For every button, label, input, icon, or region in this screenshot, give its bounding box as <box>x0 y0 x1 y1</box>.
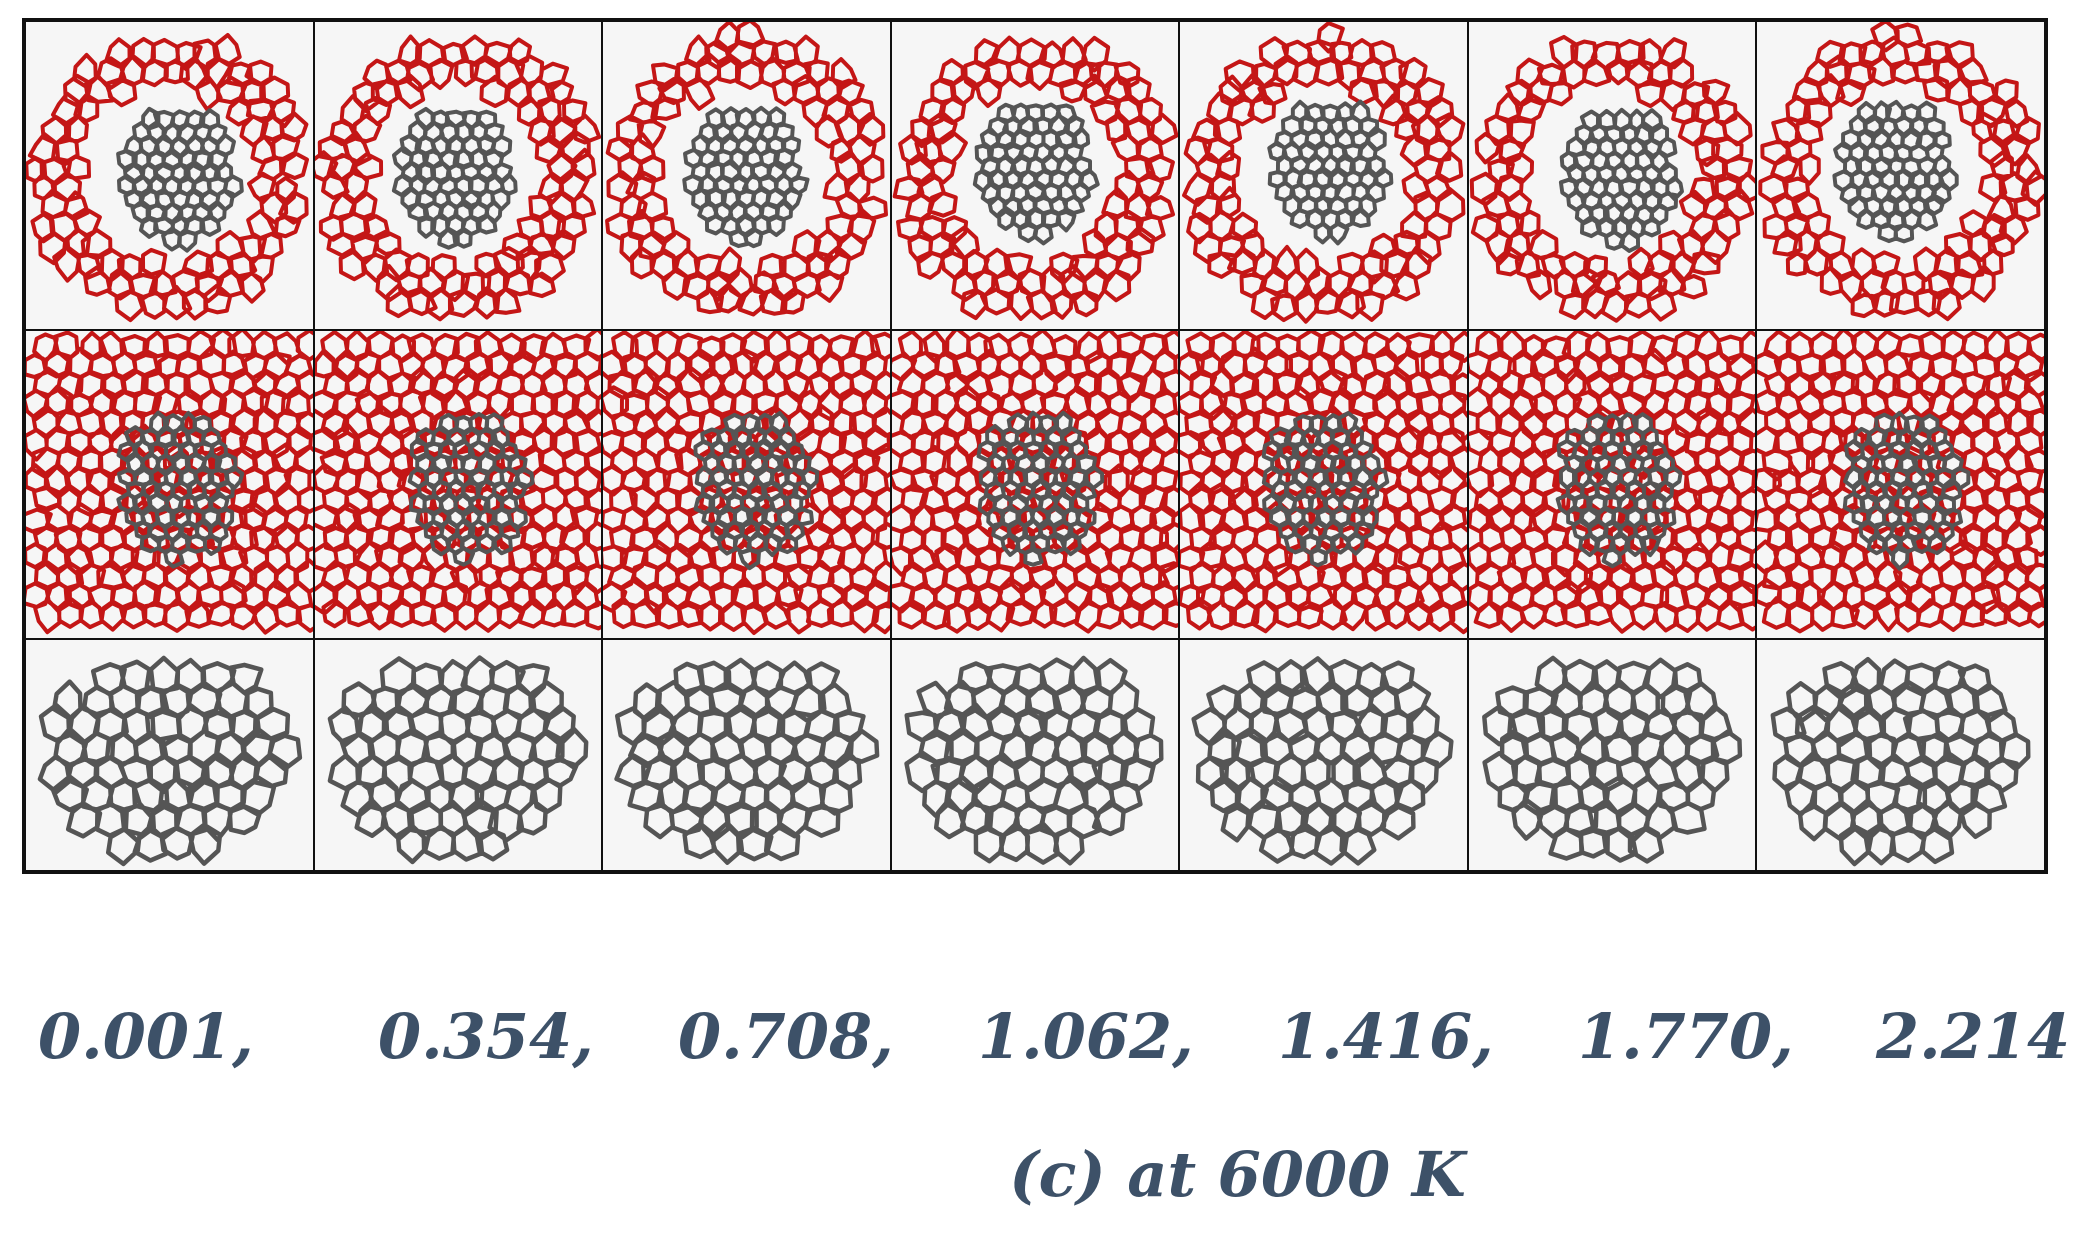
time-label-4: 1.062, <box>978 1000 1194 1073</box>
snapshot-axial-2 <box>314 22 602 329</box>
figure-caption-wrap: (c) at 6000 K <box>0 1138 2075 1211</box>
snapshot-inner-only-3 <box>603 639 890 870</box>
structure-drawing <box>314 330 602 633</box>
figure-caption: (c) at 6000 K <box>1009 1138 1466 1211</box>
time-label-3: 0.708, <box>678 1000 894 1073</box>
structure-drawing <box>1191 656 1454 866</box>
structure-drawing <box>603 330 890 635</box>
structure-drawing <box>1757 330 2044 634</box>
structure-drawing <box>1771 656 2031 867</box>
structure-drawing <box>1468 330 1756 634</box>
structure-drawing <box>1481 655 1743 864</box>
snapshot-inner-only-2 <box>314 639 602 870</box>
structure-drawing <box>1180 330 1467 635</box>
snapshot-axial-1 <box>26 22 313 329</box>
structure-drawing <box>892 35 1179 321</box>
snapshot-axial-7 <box>1757 22 2044 329</box>
snapshot-axial-4 <box>891 22 1179 329</box>
structure-drawing <box>904 655 1164 866</box>
time-label-5: 1.416, <box>1278 1000 1494 1073</box>
time-label-1: 0.001, <box>38 1000 254 1073</box>
structure-drawing <box>37 655 303 866</box>
simulation-snapshot-grid <box>22 18 2048 874</box>
time-label-2: 0.354, <box>378 1000 594 1073</box>
snapshot-inner-only-4 <box>891 639 1179 870</box>
structure-drawing <box>1182 22 1466 324</box>
snapshot-side-3 <box>603 330 890 638</box>
time-label-7: 2.214 <box>1876 1000 2071 1073</box>
snapshot-axial-5 <box>1180 22 1467 329</box>
snapshot-inner-only-7 <box>1757 639 2044 870</box>
snapshot-side-4 <box>891 330 1179 638</box>
snapshot-side-2 <box>314 330 602 638</box>
snapshot-side-7 <box>1757 330 2044 638</box>
snapshot-side-6 <box>1468 330 1756 638</box>
structure-drawing <box>1469 34 1756 323</box>
time-label-row: 0.001, 0.354, 0.708, 1.062, 1.416, 1.770… <box>0 1000 2075 1090</box>
structure-drawing <box>314 34 601 322</box>
snapshot-inner-only-1 <box>26 639 313 870</box>
snapshot-axial-6 <box>1468 22 1756 329</box>
structure-drawing <box>26 32 310 323</box>
structure-drawing <box>614 657 880 865</box>
structure-drawing <box>327 655 588 865</box>
structure-drawing <box>891 330 1179 634</box>
snapshot-side-5 <box>1180 330 1467 638</box>
snapshot-side-1 <box>26 330 313 638</box>
time-label-6: 1.770, <box>1578 1000 1794 1073</box>
snapshot-inner-only-5 <box>1180 639 1467 870</box>
snapshot-axial-3 <box>603 22 890 329</box>
structure-drawing <box>1758 22 2044 322</box>
snapshot-inner-only-6 <box>1468 639 1756 870</box>
structure-drawing <box>26 330 313 635</box>
structure-drawing <box>605 22 889 317</box>
